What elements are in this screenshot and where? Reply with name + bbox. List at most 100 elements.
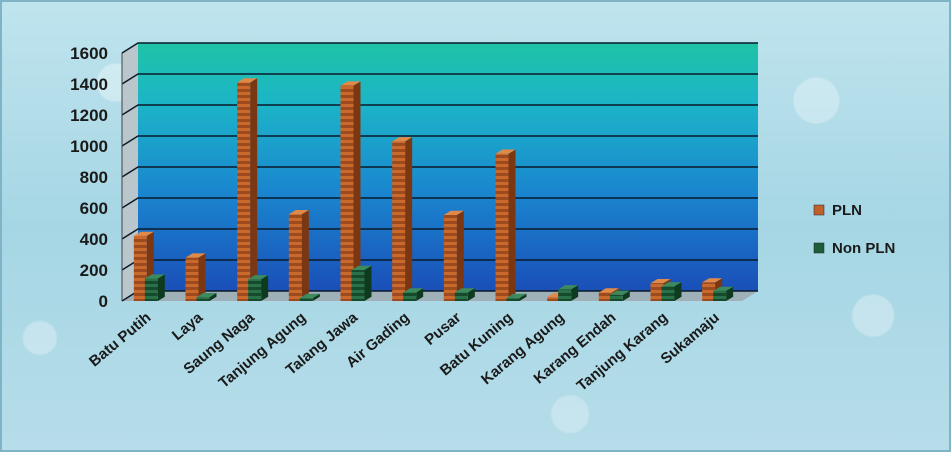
bar-side xyxy=(416,288,424,301)
bar-front xyxy=(650,283,664,301)
bar-top xyxy=(558,285,579,290)
bar-side xyxy=(674,282,682,301)
bar-top xyxy=(650,278,671,284)
y-tick-label: 1200 xyxy=(70,106,108,125)
x-category-label: Laya xyxy=(169,309,207,344)
y-tick-label: 600 xyxy=(80,199,108,218)
bar-top xyxy=(196,292,217,298)
bar-front xyxy=(248,279,262,301)
bar-front xyxy=(598,292,612,301)
bar-pln xyxy=(495,149,516,301)
bar-side xyxy=(198,253,206,301)
bar-side xyxy=(261,275,269,301)
bar-top xyxy=(713,286,734,291)
x-category-label: Batu Putih xyxy=(86,309,154,370)
bar-front xyxy=(495,153,509,301)
gridline xyxy=(121,42,758,54)
bar-top xyxy=(598,288,619,293)
bar-side xyxy=(157,274,165,301)
bar-front xyxy=(196,297,210,301)
bar-top xyxy=(495,149,516,154)
bar-non-pln xyxy=(403,288,424,301)
y-tick-label: 400 xyxy=(80,230,108,249)
bar-top xyxy=(248,275,269,280)
bar-side xyxy=(571,285,579,301)
bar-front xyxy=(609,294,623,301)
legend-label: Non PLN xyxy=(832,240,895,257)
bar-non-pln xyxy=(661,282,682,301)
bar-top xyxy=(288,210,309,215)
bar-front xyxy=(351,270,365,301)
bar-side xyxy=(312,293,320,301)
gridline xyxy=(121,135,758,147)
x-category-label: Tanjung Agung xyxy=(216,309,310,392)
bar-top xyxy=(185,253,206,258)
bar-pln xyxy=(443,210,464,301)
y-tick-label: 800 xyxy=(80,168,108,187)
bar-top xyxy=(454,288,475,293)
bar-side xyxy=(726,286,734,301)
bar-side xyxy=(519,293,527,301)
bar-front xyxy=(340,85,354,301)
gridline xyxy=(121,166,758,178)
bar-side xyxy=(622,290,630,301)
bar-front xyxy=(237,82,251,301)
bar-top xyxy=(443,210,464,215)
bar-pln xyxy=(185,253,206,301)
bar-top xyxy=(133,231,154,236)
y-tick-label: 1400 xyxy=(70,75,108,94)
bar-pln xyxy=(340,81,361,301)
bar-top xyxy=(392,137,413,142)
bar-front xyxy=(299,297,313,301)
y-tick-label: 1600 xyxy=(70,44,108,63)
bar-non-pln xyxy=(609,290,630,301)
bar-non-pln xyxy=(558,285,579,301)
bar-front xyxy=(403,292,417,301)
bar-non-pln xyxy=(196,292,217,301)
bar-front xyxy=(392,141,406,301)
bar-front xyxy=(713,290,727,301)
bar-top xyxy=(702,278,723,283)
bar-top xyxy=(661,282,682,287)
bar-front xyxy=(558,289,572,301)
bar-front xyxy=(288,214,302,301)
bar-side xyxy=(508,149,516,301)
bar-top xyxy=(609,290,630,295)
bar-pln xyxy=(237,78,258,301)
bar-front xyxy=(133,235,147,301)
bar-front xyxy=(661,286,675,301)
bar-front xyxy=(702,282,716,301)
bar-side xyxy=(301,210,309,301)
bar-front xyxy=(506,297,520,301)
bar-non-pln xyxy=(144,274,165,301)
y-tick-label: 1000 xyxy=(70,137,108,156)
bar-side xyxy=(456,210,464,301)
bar-top xyxy=(299,293,320,298)
bar-pln xyxy=(288,210,309,301)
bar-side xyxy=(467,288,475,301)
bar-top xyxy=(351,265,372,270)
bar-front xyxy=(443,214,457,301)
bar-side xyxy=(250,78,258,301)
bar-non-pln xyxy=(506,293,527,301)
bar-side xyxy=(209,292,217,301)
legend-swatch xyxy=(813,204,825,216)
gridline xyxy=(121,104,758,116)
bar-top xyxy=(340,81,361,86)
legend-swatch xyxy=(813,242,825,254)
bar-front xyxy=(547,297,561,301)
gridline xyxy=(121,228,758,240)
bar-non-pln xyxy=(454,288,475,301)
bar-front xyxy=(185,257,199,301)
bar-side xyxy=(353,81,361,301)
bar-non-pln xyxy=(351,265,372,301)
gridline xyxy=(121,197,758,209)
legend-label: PLN xyxy=(832,202,862,219)
y-tick-label: 200 xyxy=(80,261,108,280)
bar-top xyxy=(144,274,165,279)
bar-non-pln xyxy=(713,286,734,301)
bar-pln xyxy=(392,137,413,301)
gridline xyxy=(121,73,758,85)
bar-non-pln xyxy=(248,275,269,301)
